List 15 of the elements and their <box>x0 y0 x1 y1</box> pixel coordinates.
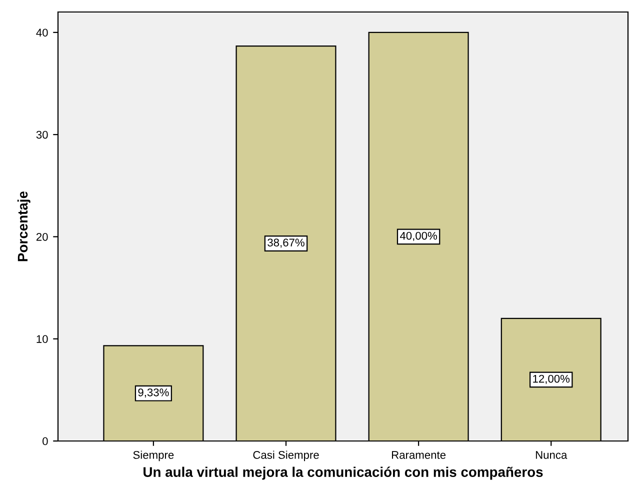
data-label: 9,33% <box>138 388 169 398</box>
data-label: 12,00% <box>533 374 570 384</box>
y-tick-label: 0 <box>42 437 48 446</box>
y-tick-label: 10 <box>36 335 48 343</box>
x-tick-label: Nunca <box>536 451 568 459</box>
y-tick-label: 20 <box>36 232 48 241</box>
x-tick-label: Casi Siempre <box>253 450 319 462</box>
x-tick-label: Raramente <box>392 451 446 459</box>
x-axis-title: Un aula virtual mejora la comunicación con mis compañeros <box>144 466 543 480</box>
y-tick-label: 40 <box>36 28 48 37</box>
y-tick-label: 30 <box>36 130 48 139</box>
data-label: 40,00% <box>400 232 438 242</box>
y-axis-title: Porcentaje <box>17 191 30 262</box>
x-tick-label: Siempre <box>133 450 174 462</box>
data-label: 38,67% <box>268 238 304 248</box>
